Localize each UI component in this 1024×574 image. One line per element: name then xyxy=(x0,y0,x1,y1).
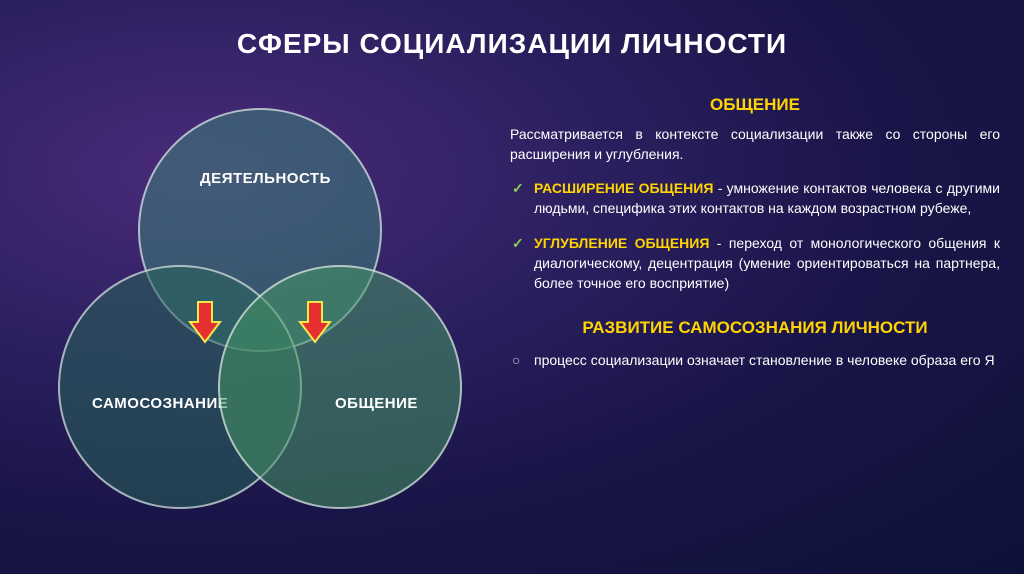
venn-label-2: ОБЩЕНИЕ xyxy=(335,395,418,412)
term-expansion: РАСШИРЕНИЕ ОБЩЕНИЯ xyxy=(534,180,713,196)
bullet-deepening: УГЛУБЛЕНИЕ ОБЩЕНИЯ - переход от монологи… xyxy=(510,233,1000,294)
heading-selfawareness: РАЗВИТИЕ САМОСОЗНАНИЯ ЛИЧНОСТИ xyxy=(510,318,1000,338)
page-title: СФЕРЫ СОЦИАЛИЗАЦИИ ЛИЧНОСТИ xyxy=(0,0,1024,60)
down-arrow-icon xyxy=(298,300,332,344)
term-deepening: УГЛУБЛЕНИЕ ОБЩЕНИЯ xyxy=(534,235,709,251)
venn-label-0: ДЕЯТЕЛЬНОСТЬ xyxy=(200,170,331,187)
venn-circle-2 xyxy=(218,265,462,509)
venn-diagram: ДЕЯТЕЛЬНОСТЬ САМОСОЗНАНИЕ ОБЩЕНИЕ xyxy=(40,95,480,535)
heading-communication: ОБЩЕНИЕ xyxy=(510,95,1000,115)
down-arrow-icon xyxy=(188,300,222,344)
venn-label-1: САМОСОЗНАНИЕ xyxy=(92,395,228,412)
intro-paragraph: Рассматривается в контексте социализации… xyxy=(510,125,1000,164)
bullet-expansion: РАСШИРЕНИЕ ОБЩЕНИЯ - умножение контактов… xyxy=(510,178,1000,219)
bullet-self-process: процесс социализации означает становлени… xyxy=(510,350,1000,370)
text-panel: ОБЩЕНИЕ Рассматривается в контексте соци… xyxy=(510,95,1000,384)
